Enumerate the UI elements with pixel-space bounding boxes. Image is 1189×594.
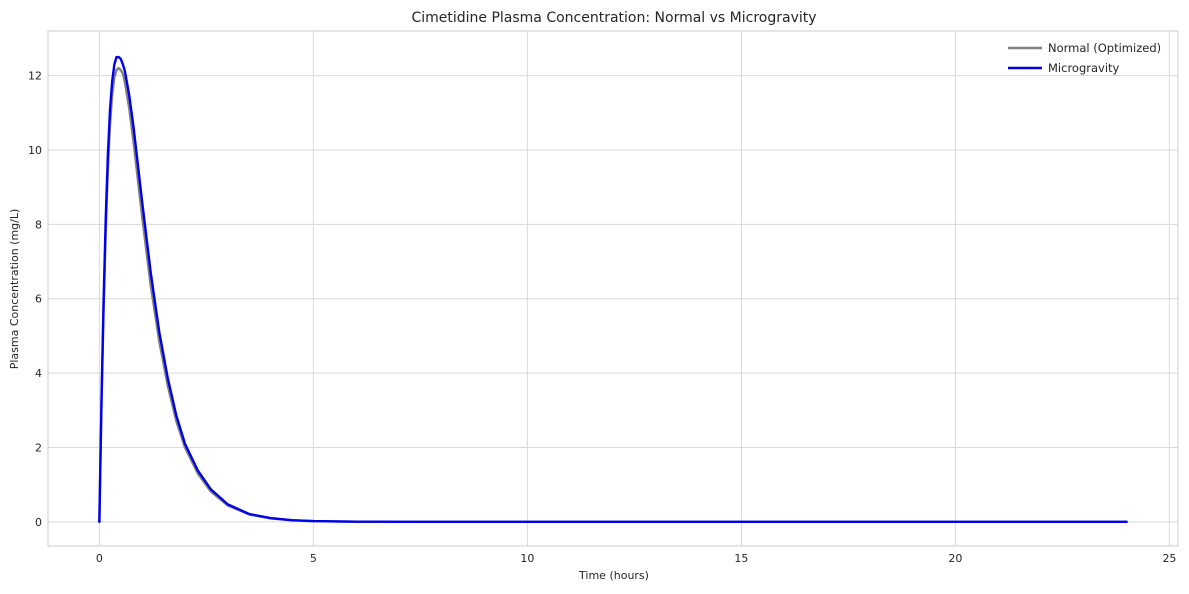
legend-label: Microgravity [1048,61,1120,75]
plot-area-frame [47,30,1179,547]
y-tick-label: 6 [35,293,42,306]
grid-lines [48,31,1178,546]
x-tick-label: 15 [734,552,748,565]
y-tick-label: 8 [35,218,42,231]
x-tick-label: 20 [948,552,962,565]
series-lines [98,55,1128,524]
series-line-normal [98,66,1128,524]
x-tick-label: 0 [96,552,103,565]
y-tick-label: 10 [28,144,42,157]
y-tick-label: 2 [35,441,42,454]
y-axis-label: Plasma Concentration (mg/L) [8,209,21,370]
x-tick-label: 10 [520,552,534,565]
y-tick-label: 12 [28,70,42,83]
chart-title: Cimetidine Plasma Concentration: Normal … [411,10,816,26]
x-tick-label: 5 [310,552,317,565]
axis-ticks: 0 5 10 15 20 25 0 2 4 6 8 10 12 [28,70,1176,565]
x-axis-label: Time (hours) [578,569,649,582]
x-tick-label: 25 [1162,552,1176,565]
legend-label: Normal (Optimized) [1048,41,1161,55]
y-tick-label: 4 [35,367,42,380]
series-line-microgravity [98,55,1128,524]
y-tick-label: 0 [35,516,42,529]
legend: Normal (Optimized) Microgravity [1008,41,1161,75]
